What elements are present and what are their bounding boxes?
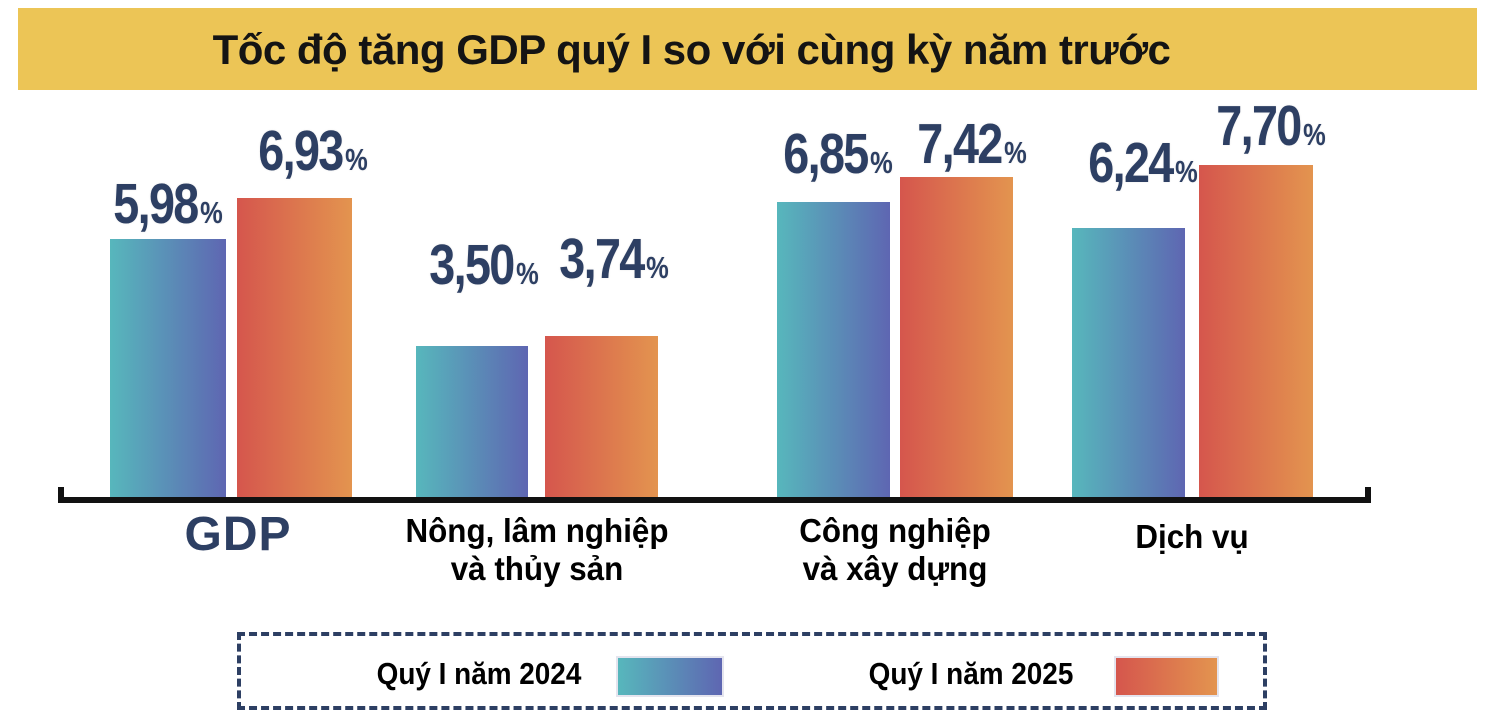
percent-sign: %: [1003, 135, 1027, 170]
value-number: 6,93: [257, 119, 344, 183]
bar-2025-group1: [545, 336, 658, 497]
value-label-2025-group1: 3,74%: [523, 226, 703, 292]
value-number: 7,70: [1216, 94, 1302, 158]
percent-sign: %: [200, 195, 223, 230]
bar-2024-group0: [110, 239, 226, 497]
value-label-2024-group2: 6,85%: [747, 121, 927, 187]
percent-sign: %: [516, 256, 539, 291]
legend-box: Quý I năm 2024 Quý I năm 2025: [237, 632, 1267, 710]
bar-2025-group3: [1199, 165, 1313, 497]
legend-item-2025-label: Quý I năm 2025: [868, 656, 1074, 691]
value-number: 3,50: [429, 233, 515, 297]
bar-2024-group2: [777, 202, 890, 497]
bar-2025-group2: [900, 177, 1013, 497]
category-label-group0: GDP: [184, 508, 292, 561]
bar-2024-group3: [1072, 228, 1185, 497]
value-number: 7,42: [916, 112, 1003, 176]
category-label-group2: Công nghiệp và xây dựng: [799, 512, 991, 587]
chart-title: Tốc độ tăng GDP quý I so với cùng kỳ năm…: [212, 26, 1171, 73]
percent-sign: %: [869, 145, 893, 180]
bar-2025-group0: [237, 198, 352, 497]
value-label-2024-group3: 6,24%: [1052, 130, 1232, 196]
value-label-2025-group3: 7,70%: [1181, 93, 1361, 159]
bar-2024-group1: [416, 346, 528, 497]
value-number: 6,24: [1087, 131, 1174, 195]
value-label-2025-group0: 6,93%: [222, 118, 402, 184]
percent-sign: %: [645, 250, 669, 285]
percent-sign: %: [1174, 154, 1198, 189]
value-label-2024-group1: 3,50%: [394, 232, 574, 298]
value-label-2025-group2: 7,42%: [881, 111, 1061, 177]
value-number: 3,74: [558, 227, 645, 291]
legend-swatch-2025: [1114, 656, 1219, 697]
value-number: 5,98: [113, 172, 199, 236]
legend-swatch-2024: [616, 656, 724, 697]
value-number: 6,85: [782, 122, 869, 186]
category-label-group3: Dịch vụ: [1135, 518, 1249, 555]
x-axis-line: [58, 487, 1371, 503]
value-label-2024-group0: 5,98%: [78, 171, 258, 237]
percent-sign: %: [1303, 117, 1326, 152]
legend-item-2024-label: Quý I năm 2024: [376, 656, 582, 691]
chart-title-bar: Tốc độ tăng GDP quý I so với cùng kỳ năm…: [18, 8, 1477, 90]
percent-sign: %: [344, 142, 368, 177]
category-label-group1: Nông, lâm nghiệp và thủy sản: [405, 512, 669, 587]
